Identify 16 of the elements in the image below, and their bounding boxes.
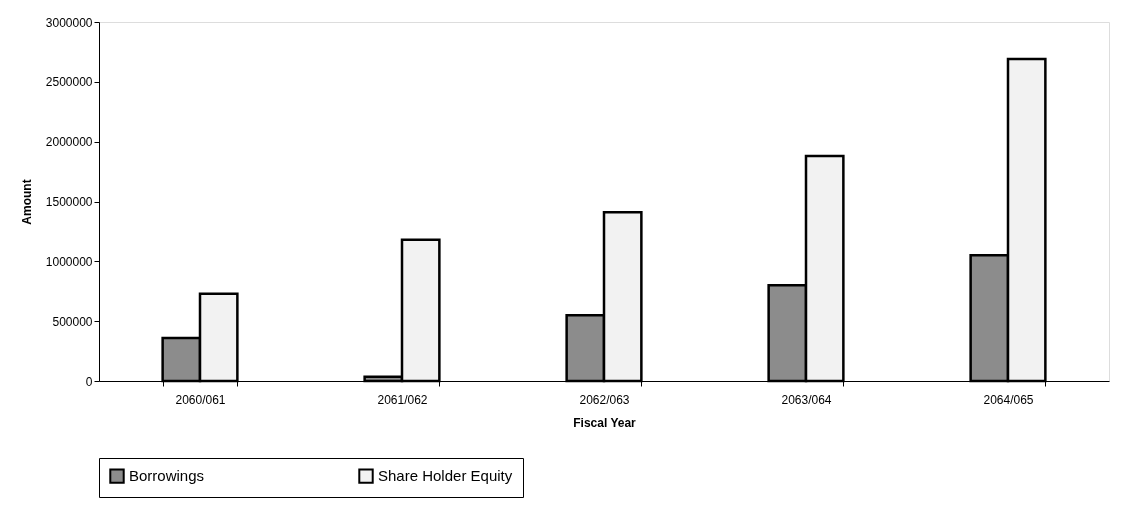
y-tick-label: 1500000 bbox=[45, 195, 93, 209]
x-tick-label: 2063/064 bbox=[781, 392, 832, 407]
y-tick-label: 2500000 bbox=[45, 75, 93, 90]
x-tick-label: 2061/062 bbox=[377, 392, 428, 407]
legend-label: Share Holder Equity bbox=[378, 467, 513, 485]
y-tick-label: 3000000 bbox=[45, 15, 93, 30]
y-tick-label: 1000000 bbox=[45, 254, 93, 269]
x-tick-label: 2062/063 bbox=[579, 392, 630, 407]
legend-label: Borrowings bbox=[129, 467, 205, 485]
y-tick-label: 0 bbox=[85, 374, 93, 389]
x-tick-label: 2064/065 bbox=[983, 392, 1034, 407]
y-axis-title: Amount bbox=[19, 179, 34, 225]
x-axis-title: Fiscal Year bbox=[573, 415, 637, 430]
y-tick-label: 500000 bbox=[52, 314, 93, 329]
y-tick-label: 2000000 bbox=[45, 135, 93, 150]
x-tick-label: 2060/061 bbox=[175, 392, 226, 407]
